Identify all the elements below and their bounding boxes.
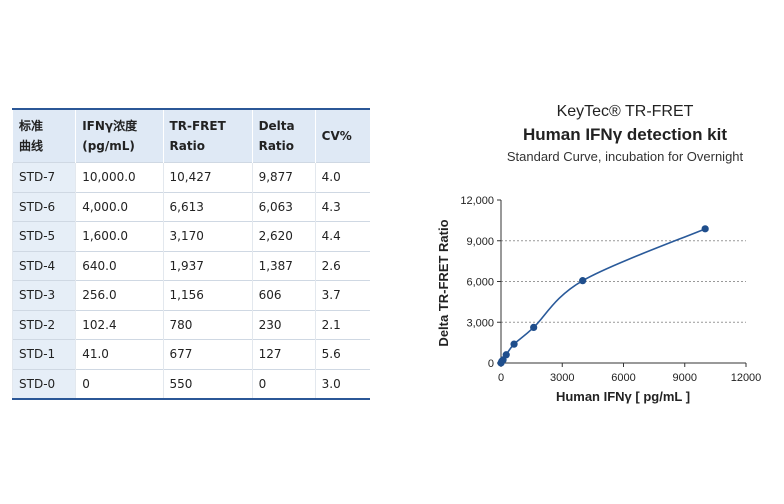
table-cell: 4,000.0 <box>75 191 164 222</box>
header-text: 标准 <box>19 119 44 133</box>
table-cell: 4.3 <box>314 191 370 222</box>
table-cell: 1,600.0 <box>75 221 164 251</box>
table-cell: 102.4 <box>75 309 164 340</box>
table-cell: 230 <box>251 309 316 340</box>
table-cell: 127 <box>251 339 316 369</box>
header-cell: CV% <box>314 109 370 163</box>
table-cell: 3.7 <box>314 280 370 310</box>
table-cell: 2.1 <box>314 309 370 340</box>
table-row: STD-1 41.0 677 127 5.6 <box>11 339 370 369</box>
header-cell: IFNγ浓度 (pg/mL) <box>75 109 164 163</box>
table-cell: 5.6 <box>314 339 370 369</box>
y-tick-label: 3,000 <box>466 317 494 329</box>
chart-title: KeyTec® TR-FRET <box>557 103 694 120</box>
table-cell: STD-7 <box>11 162 76 192</box>
table-row: STD-7 10,000.0 10,427 9,877 4.0 <box>11 162 370 192</box>
header-text: CV% <box>321 129 352 143</box>
table-cell: 640.0 <box>75 250 164 281</box>
table-row: STD-2 102.4 780 230 2.1 <box>11 309 370 340</box>
table-cell: 550 <box>162 368 253 399</box>
header-text: TR-FRET <box>169 119 226 133</box>
table-row: STD-3 256.0 1,156 606 3.7 <box>11 280 370 310</box>
table-cell: STD-0 <box>11 368 76 399</box>
table-cell: 780 <box>162 309 253 340</box>
table-cell: 41.0 <box>75 339 164 369</box>
header-text: (pg/mL) <box>82 139 135 153</box>
data-point <box>530 323 538 332</box>
table-cell: 9,877 <box>251 162 316 192</box>
table-cell: 10,000.0 <box>75 162 164 192</box>
table-cell: 2.6 <box>314 250 370 281</box>
table-cell: STD-6 <box>11 191 76 222</box>
table-cell: STD-4 <box>11 250 76 281</box>
table-cell: STD-3 <box>11 280 76 310</box>
table-cell: 10,427 <box>162 162 253 192</box>
header-text: Delta <box>258 119 295 133</box>
table-cell: 1,387 <box>251 250 316 281</box>
table-row: STD-4 640.0 1,937 1,387 2.6 <box>11 250 370 281</box>
header-text: Ratio <box>169 139 205 153</box>
table-cell: 3.0 <box>314 368 370 399</box>
y-tick-label: 6,000 <box>466 277 494 289</box>
x-axis-label: Human IFNγ [ pg/mL ] <box>556 389 690 404</box>
table-cell: 1,156 <box>162 280 253 310</box>
header-cell: Delta Ratio <box>251 109 316 163</box>
header-text: Ratio <box>258 139 295 153</box>
x-tick-label: 0 <box>498 372 504 384</box>
table-cell: 3,170 <box>162 221 253 251</box>
x-tick-label: 9000 <box>673 372 697 384</box>
header-cell: 标准 曲线 <box>11 109 76 163</box>
table-row: STD-5 1,600.0 3,170 2,620 4.4 <box>11 221 370 251</box>
y-tick-label: 9,000 <box>466 236 494 248</box>
table-cell: 1,937 <box>162 250 253 281</box>
table-cell: 256.0 <box>75 280 164 310</box>
table-cell: STD-2 <box>11 309 76 340</box>
table-cell: 0 <box>75 368 164 399</box>
table-cell: 0 <box>251 368 316 399</box>
table-row: STD-6 4,000.0 6,613 6,063 4.3 <box>11 191 370 222</box>
table-cell: STD-1 <box>11 339 76 369</box>
fit-curve <box>500 228 706 364</box>
y-tick-label: 0 <box>488 358 494 370</box>
table-cell: 4.0 <box>314 162 370 192</box>
table-cell: 6,613 <box>162 191 253 222</box>
chart-caption: Standard Curve, incubation for Overnight <box>507 149 744 164</box>
table-cell: STD-5 <box>11 221 76 251</box>
data-point <box>510 340 518 348</box>
standard-table: 标准曲线 IFNγ浓度 (pg/mL) TR-FRET Ratio Delta Ratio C… <box>11 108 370 400</box>
x-tick-label: 12000 <box>731 372 762 384</box>
data-point <box>497 359 505 367</box>
y-axis-label: Delta TR-FRET Ratio <box>436 219 451 346</box>
table-cell: 677 <box>162 339 253 369</box>
table-cell: 606 <box>251 280 316 310</box>
header-text: IFNγ浓度 <box>82 119 138 133</box>
y-tick-label: 12,000 <box>460 195 494 207</box>
chart-subtitle: Human IFNγ detection kit <box>523 125 727 144</box>
table-cell: 2,620 <box>251 221 316 251</box>
header-cell: TR-FRET Ratio <box>162 109 253 163</box>
table-cell: 4.4 <box>314 221 370 251</box>
x-tick-label: 6000 <box>611 372 635 384</box>
data-point <box>579 277 587 285</box>
table-cell: 6,063 <box>251 191 316 222</box>
header-row: 标准曲线 IFNγ浓度 (pg/mL) TR-FRET Ratio Delta Ratio C… <box>11 109 370 163</box>
header-text: 曲线 <box>19 139 44 153</box>
x-tick-label: 3000 <box>550 372 574 384</box>
data-point <box>701 225 709 233</box>
table-row: STD-0 0 550 0 3.0 <box>11 368 370 399</box>
